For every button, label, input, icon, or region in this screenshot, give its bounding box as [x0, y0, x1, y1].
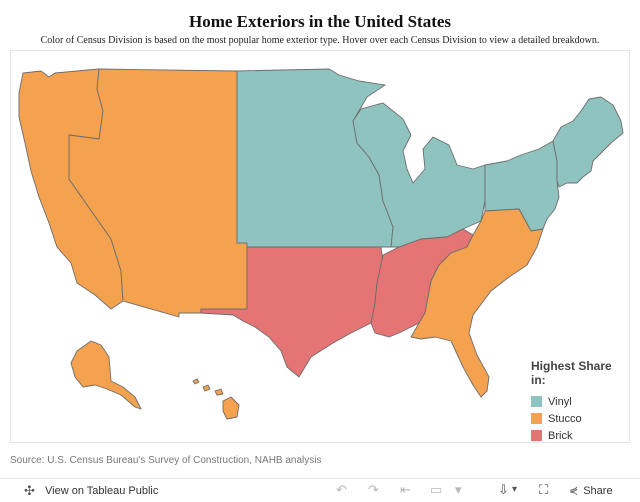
- legend-swatch-vinyl: [531, 396, 542, 407]
- legend-item-brick[interactable]: Brick: [531, 427, 629, 444]
- source-note: Source: U.S. Census Bureau's Survey of C…: [10, 455, 322, 466]
- region-new-england[interactable]: [552, 96, 624, 188]
- legend-title: Highest Share in:: [531, 359, 612, 387]
- map-legend: Highest Share in: Vinyl Stucco Brick: [531, 359, 629, 444]
- view-on-tableau-public-link[interactable]: ✣ View on Tableau Public: [24, 484, 158, 497]
- pause-icon[interactable]: ▭: [430, 482, 443, 497]
- view-on-tableau-label: View on Tableau Public: [45, 484, 159, 497]
- us-census-division-map: [18, 68, 624, 420]
- legend-swatch-stucco: [531, 413, 542, 424]
- legend-label-brick: Brick: [548, 429, 573, 442]
- legend-item-vinyl[interactable]: Vinyl: [531, 393, 629, 410]
- map-area: Highest Share in: Vinyl Stucco Brick: [10, 50, 630, 443]
- legend-swatch-brick: [531, 430, 542, 441]
- legend-item-stucco[interactable]: Stucco: [531, 410, 629, 427]
- chevron-down-icon[interactable]: ▾: [455, 482, 462, 497]
- download-icon[interactable]: ⇩: [498, 482, 509, 497]
- share-label: Share: [583, 484, 613, 497]
- tableau-toolbar: ✣ View on Tableau Public ↶ ↷ ⇤ ▭ ▾ ⇩ ▾ ⛶…: [0, 478, 640, 502]
- region-alaska[interactable]: [70, 340, 142, 410]
- redo-icon[interactable]: ↷: [368, 482, 379, 497]
- region-hawaii[interactable]: [192, 378, 240, 420]
- revert-icon[interactable]: ⇤: [400, 482, 411, 497]
- region-south-atlantic[interactable]: [410, 208, 544, 398]
- share-icon: ⋞: [569, 485, 579, 497]
- tableau-logo-icon: ✣: [24, 483, 35, 498]
- undo-icon[interactable]: ↶: [336, 482, 347, 497]
- download-menu-chevron-icon[interactable]: ▾: [512, 484, 518, 495]
- legend-label-stucco: Stucco: [548, 412, 582, 425]
- share-button[interactable]: ⋞ Share: [569, 484, 613, 498]
- legend-label-vinyl: Vinyl: [548, 395, 572, 408]
- fullscreen-icon[interactable]: ⛶: [539, 482, 549, 497]
- map-subtitle: Color of Census Division is based on the…: [40, 35, 600, 46]
- map-title: Home Exteriors in the United States: [188, 12, 452, 31]
